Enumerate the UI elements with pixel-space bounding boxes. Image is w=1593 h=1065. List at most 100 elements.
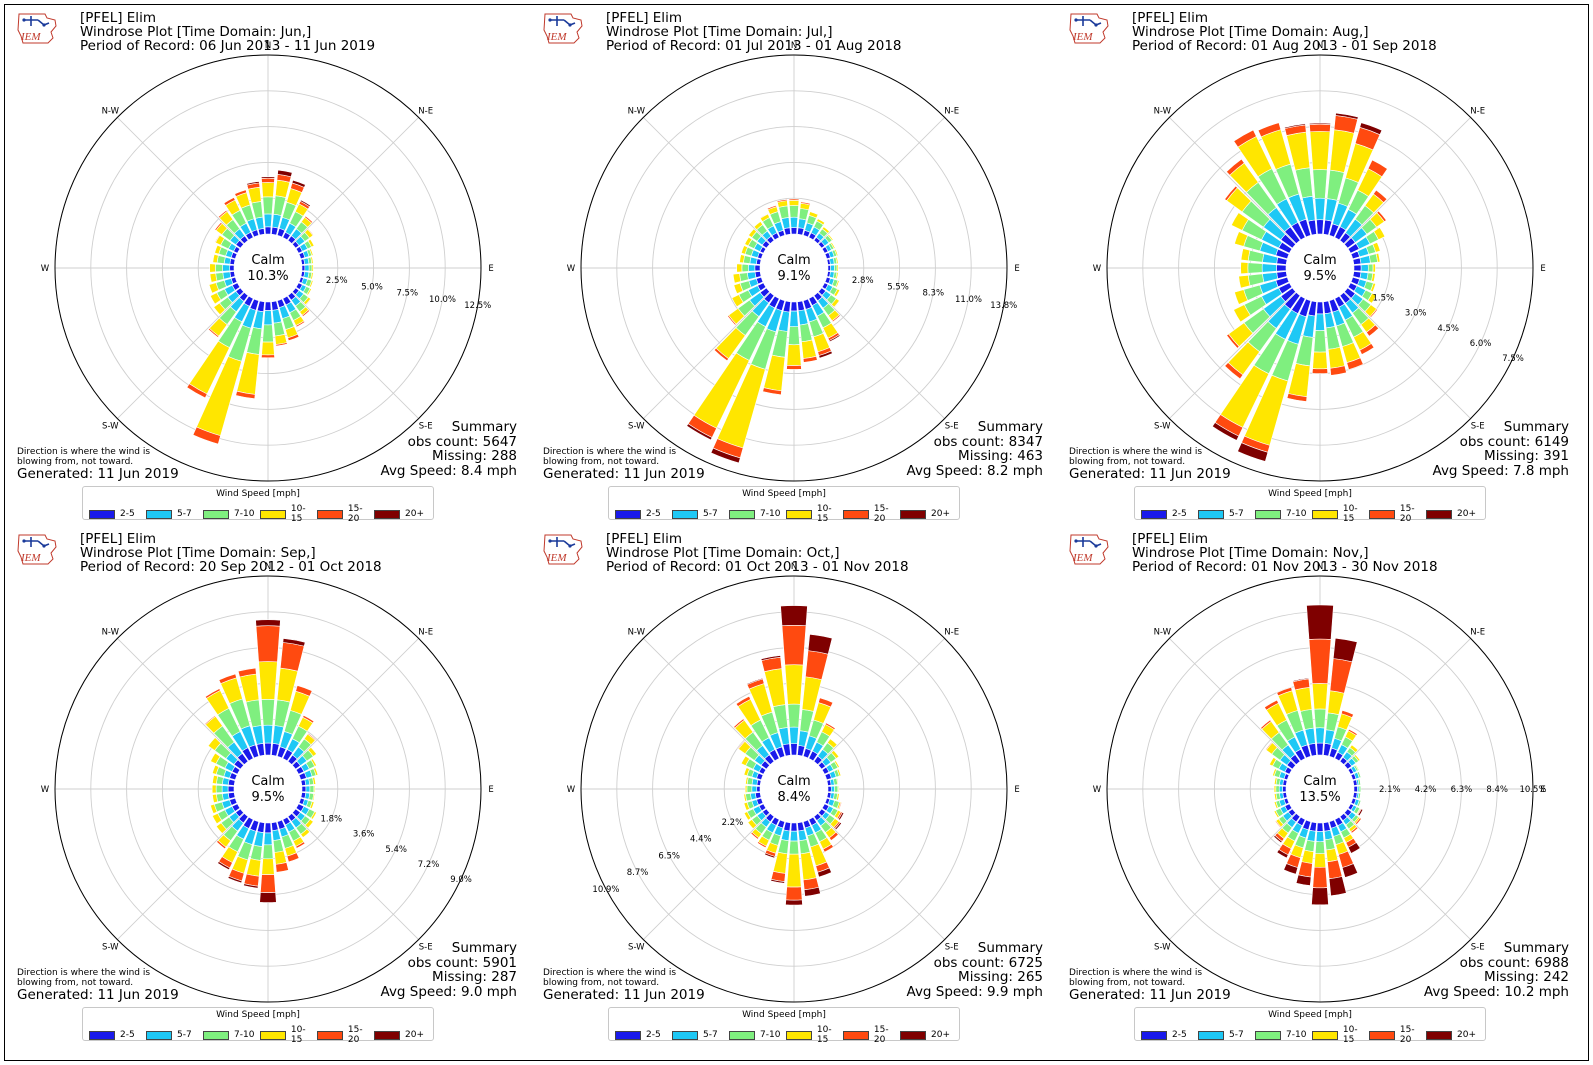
calm-value: 9.5% bbox=[251, 790, 284, 805]
legend-title: Wind Speed [mph] bbox=[1268, 489, 1352, 499]
windrose-bar bbox=[833, 300, 841, 308]
windrose-bar bbox=[783, 821, 791, 832]
windrose-bar bbox=[744, 236, 753, 247]
windrose-bar bbox=[1301, 849, 1314, 864]
windrose-bar bbox=[836, 264, 839, 272]
windrose-bar bbox=[1356, 771, 1362, 779]
windrose-bar bbox=[246, 181, 260, 186]
windrose-bar bbox=[282, 638, 306, 647]
speed-legend: Wind Speed [mph] 2-5 5-7 7-10 10-15 15-20 20+ bbox=[1134, 486, 1486, 524]
windrose-bar bbox=[1353, 264, 1362, 272]
compass-label: N-E bbox=[944, 627, 959, 637]
windrose-bar bbox=[1230, 212, 1249, 231]
windrose-bar bbox=[275, 342, 288, 347]
calm-circle bbox=[761, 756, 827, 822]
windrose-bar bbox=[1238, 274, 1251, 289]
windrose-bar bbox=[309, 280, 314, 288]
legend-label: 7-10 bbox=[234, 509, 255, 519]
windrose-bar bbox=[275, 179, 291, 198]
compass-label: N-W bbox=[1154, 627, 1172, 637]
windrose-bar bbox=[1340, 709, 1354, 718]
outer-ring bbox=[580, 575, 1008, 1003]
summary-title: Summary bbox=[977, 940, 1043, 956]
legend-label: 10-15 bbox=[1342, 1025, 1358, 1045]
compass-label: S-E bbox=[945, 943, 959, 953]
legend-items: 2-5 5-7 7-10 10-15 15-20 20+ bbox=[89, 504, 431, 524]
windrose-bar bbox=[798, 208, 810, 221]
grid-spoke bbox=[291, 117, 419, 245]
compass-label: S-E bbox=[419, 943, 433, 953]
windrose-bar bbox=[222, 264, 231, 272]
windrose-bar bbox=[1315, 727, 1325, 744]
windrose-bar bbox=[313, 767, 319, 776]
windrose-bar bbox=[838, 801, 843, 810]
windrose-bar bbox=[291, 179, 306, 188]
windrose-bar bbox=[307, 746, 317, 757]
windrose-bar bbox=[753, 221, 764, 231]
summary-box: Summary obs count: 6725 Missing: 265 Avg… bbox=[907, 941, 1044, 999]
grid-spoke bbox=[1169, 812, 1297, 940]
legend-swatch bbox=[146, 1030, 172, 1040]
windrose-bar bbox=[1275, 785, 1280, 793]
legend-item: 10-15 bbox=[786, 1025, 843, 1045]
legend-swatch bbox=[900, 509, 926, 519]
windrose-bar bbox=[227, 875, 243, 884]
windrose-bar bbox=[746, 785, 753, 793]
legend-swatch bbox=[89, 1030, 115, 1040]
windrose-bar bbox=[1352, 271, 1362, 279]
windrose-bar bbox=[310, 811, 317, 820]
radial-tick-label: 6.0% bbox=[1470, 339, 1492, 349]
legend-label: 2-5 bbox=[646, 1030, 661, 1040]
windrose-bar bbox=[301, 785, 307, 793]
legend-item: 20+ bbox=[1426, 504, 1483, 524]
radial-tick-label: 6.5% bbox=[658, 851, 680, 861]
windrose-bar bbox=[746, 677, 764, 685]
windrose-bar bbox=[307, 732, 317, 741]
legend-label: 5-7 bbox=[177, 509, 192, 519]
windrose-bar bbox=[830, 749, 840, 759]
windrose-bar bbox=[1316, 822, 1324, 832]
grid-spoke bbox=[117, 638, 245, 766]
windrose-bar bbox=[788, 199, 800, 206]
legend-item: 2-5 bbox=[615, 504, 672, 524]
radial-tick-label: 2.2% bbox=[722, 818, 744, 828]
windrose-bar bbox=[759, 213, 769, 219]
windrose-bar bbox=[271, 226, 279, 236]
windrose-bar bbox=[313, 785, 316, 793]
direction-note: Direction is where the wind is blowing f… bbox=[543, 447, 677, 467]
windrose-bar bbox=[737, 740, 746, 750]
windrose-bar bbox=[264, 301, 272, 311]
legend-label: 10-15 bbox=[290, 504, 306, 524]
windrose-bar bbox=[748, 264, 756, 272]
legend-item: 5-7 bbox=[146, 504, 203, 524]
windrose-bar bbox=[1373, 227, 1386, 241]
avg-speed: Avg Speed: 9.9 mph bbox=[906, 983, 1044, 1000]
windrose-bar bbox=[223, 197, 236, 206]
windrose-bar bbox=[827, 785, 832, 793]
windrose-panel-jun: Calm10.3%NN-EES-ESS-WWN-W2.5%5.0%7.5%10.… bbox=[5, 6, 531, 531]
station-name: [PFEL] Elim bbox=[1132, 531, 1208, 547]
windrose-bar bbox=[1312, 351, 1328, 370]
windrose-bar bbox=[1276, 849, 1289, 859]
legend-label: 20+ bbox=[405, 509, 424, 519]
summary-box: Summary obs count: 6988 Missing: 242 Avg… bbox=[1424, 941, 1569, 999]
windrose-bar bbox=[747, 819, 758, 830]
windrose-bar bbox=[215, 784, 223, 794]
legend-swatch bbox=[900, 1030, 926, 1040]
windrose-bar bbox=[1356, 799, 1362, 807]
windrose-bar bbox=[1278, 785, 1284, 793]
windrose-bar bbox=[261, 699, 275, 726]
compass-label: S-E bbox=[1471, 943, 1485, 953]
windrose-bar bbox=[217, 861, 231, 871]
windrose-bar bbox=[305, 298, 312, 306]
windrose-bar bbox=[212, 254, 219, 264]
windrose-bar bbox=[816, 218, 826, 226]
windrose-bar bbox=[214, 221, 223, 231]
windrose-bar bbox=[777, 839, 790, 855]
avg-speed: Avg Speed: 9.0 mph bbox=[380, 983, 518, 1000]
compass-label: S-W bbox=[1154, 943, 1171, 953]
legend-label: 15-20 bbox=[873, 1025, 889, 1045]
windrose-bar bbox=[834, 248, 839, 257]
windrose-bar bbox=[1311, 683, 1329, 710]
compass-label: E bbox=[1540, 264, 1545, 274]
